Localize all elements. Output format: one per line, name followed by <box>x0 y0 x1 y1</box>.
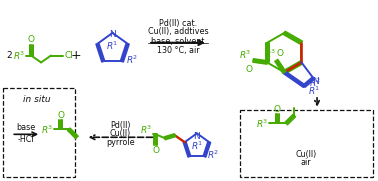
Text: O: O <box>152 146 160 155</box>
Text: O: O <box>277 49 284 58</box>
Text: $R^2$: $R^2$ <box>309 77 321 89</box>
Text: $R^3$: $R^3$ <box>239 48 251 61</box>
Text: 130 °C, air: 130 °C, air <box>157 46 199 55</box>
Text: $R^2$: $R^2$ <box>125 53 138 66</box>
Text: $R^3$: $R^3$ <box>256 117 269 130</box>
Text: air: air <box>301 158 311 167</box>
Text: O: O <box>274 105 281 114</box>
Text: $R^1$: $R^1$ <box>308 85 321 97</box>
Text: N: N <box>312 77 319 86</box>
Text: $R^3$: $R^3$ <box>41 123 53 136</box>
Text: $R^1$: $R^1$ <box>106 39 119 52</box>
Text: $R^3$: $R^3$ <box>13 49 25 62</box>
Text: base, solvent: base, solvent <box>152 37 205 46</box>
Text: -HCl: -HCl <box>18 135 34 144</box>
Text: Pd(II) cat.: Pd(II) cat. <box>159 18 197 28</box>
Text: Cu(II): Cu(II) <box>296 150 317 159</box>
Bar <box>3 88 75 177</box>
Text: O: O <box>246 65 253 74</box>
Text: Cu(II), addtives: Cu(II), addtives <box>148 27 208 36</box>
Text: pyrrole: pyrrole <box>106 138 135 147</box>
Text: +: + <box>71 49 81 62</box>
Text: $R^3$: $R^3$ <box>264 47 277 60</box>
Text: in situ: in situ <box>23 95 51 104</box>
Text: Cl: Cl <box>65 51 73 60</box>
Text: $R^1$: $R^1$ <box>191 140 203 152</box>
Text: O: O <box>28 35 35 44</box>
Text: O: O <box>57 111 64 120</box>
Text: base: base <box>17 123 36 132</box>
Text: Pd(II): Pd(II) <box>110 121 131 130</box>
Text: $R^2$: $R^2$ <box>207 148 220 161</box>
Text: N: N <box>109 30 116 39</box>
Bar <box>240 110 373 177</box>
Text: N: N <box>194 132 200 141</box>
Text: $R^3$: $R^3$ <box>140 123 152 136</box>
Text: 2: 2 <box>6 51 12 60</box>
Text: Cu(II): Cu(II) <box>110 129 131 138</box>
